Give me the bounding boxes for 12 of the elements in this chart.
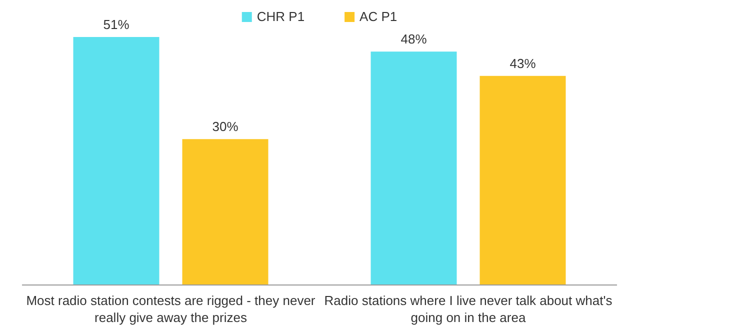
x-tick-label: Most radio station contests are rigged - they never really give away the prizes (26, 293, 316, 325)
bar (182, 139, 268, 285)
bar (370, 52, 457, 285)
data-label: 43% (510, 56, 536, 71)
data-label: 48% (400, 32, 428, 47)
legend-label: CHR P1 (256, 9, 305, 24)
legend-label: AC P1 (360, 9, 398, 24)
bar (73, 37, 160, 285)
data-label: 30% (212, 119, 239, 134)
bar (480, 76, 566, 285)
data-label: 51% (103, 17, 130, 32)
x-tick-label: Radio stations where I live never talk about what's going on in the area (324, 293, 613, 325)
